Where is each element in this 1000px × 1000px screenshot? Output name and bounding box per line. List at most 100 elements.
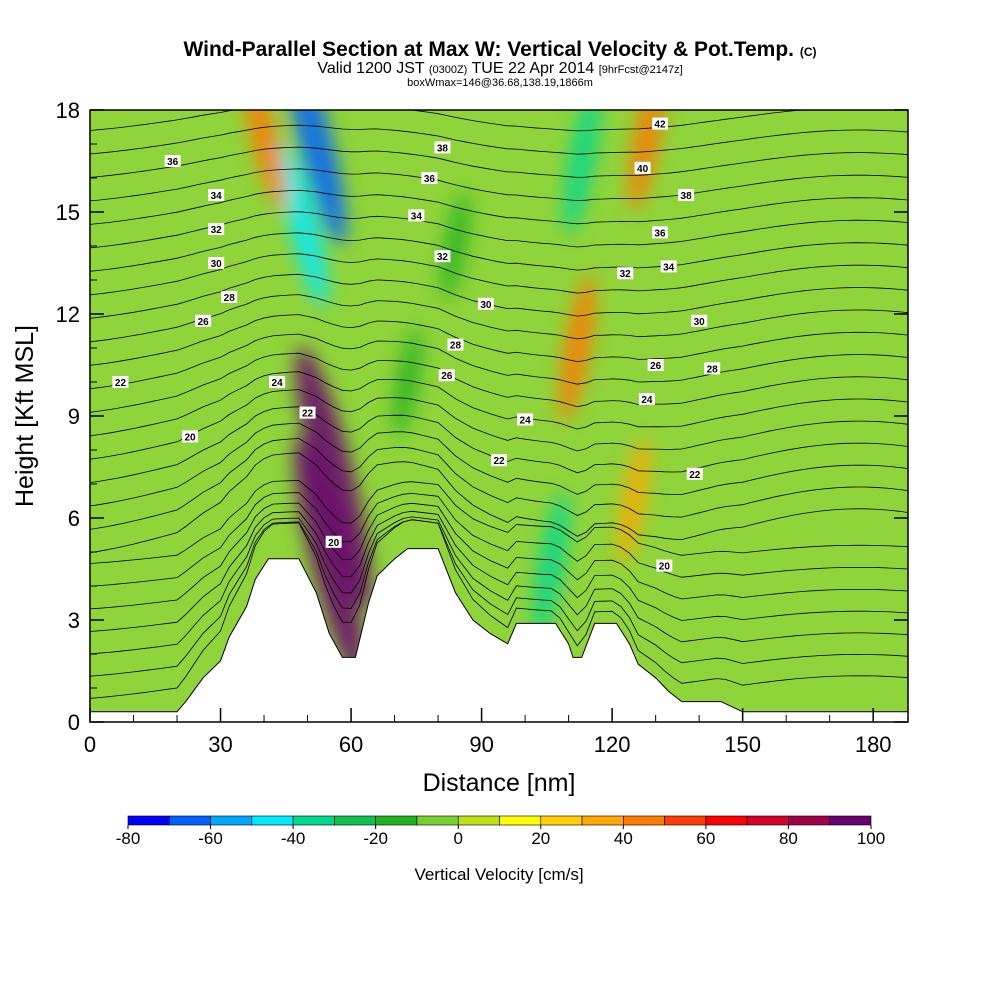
title-mark: (C) bbox=[799, 45, 817, 59]
w-feature-11 bbox=[441, 192, 470, 300]
x-axis: 0 30 60 90 120 150 180 bbox=[84, 708, 892, 757]
x-axis-label: Distance [nm] bbox=[423, 769, 576, 797]
theta-contour-24 bbox=[90, 124, 908, 155]
contour-label-text: 36 bbox=[167, 157, 179, 168]
theta-contour-7 bbox=[90, 452, 908, 554]
potential-temperature-contours bbox=[90, 110, 908, 699]
w-feature-6 bbox=[559, 275, 596, 421]
contour-label-8: 22 bbox=[299, 406, 316, 420]
contour-label-bg bbox=[421, 172, 438, 184]
contour-label-text: 34 bbox=[411, 211, 423, 222]
colorbar-swatch bbox=[168, 815, 211, 826]
y-tick-label: 15 bbox=[56, 200, 80, 225]
contour-labels: 36 34 32 30 28 26 22 24 22 20 20 38 36 34 32 30 28 26 24 22… bbox=[112, 117, 721, 573]
contour-label-text: 26 bbox=[198, 317, 210, 328]
x-tick-label: 120 bbox=[594, 732, 631, 757]
colorbar: -80 -60 -40 -20 0 20 40 60 80 100 bbox=[116, 815, 885, 848]
contour-label-14: 32 bbox=[434, 250, 451, 263]
colorbar-swatch bbox=[416, 815, 459, 826]
y-axis-label: Height [Kft MSL] bbox=[11, 325, 39, 507]
terrain-mask bbox=[90, 548, 908, 722]
contour-label-text: 38 bbox=[437, 143, 449, 154]
colorbar-swatch bbox=[540, 815, 583, 826]
colorbar-tick-label: 80 bbox=[779, 829, 798, 848]
contour-label-text: 42 bbox=[654, 120, 666, 131]
contour-label-text: 28 bbox=[224, 293, 236, 304]
contour-label-18: 24 bbox=[517, 413, 534, 426]
w-feature-4 bbox=[533, 492, 570, 639]
contour-label-9: 20 bbox=[182, 430, 199, 443]
theta-contour-21 bbox=[90, 189, 908, 225]
colorbar-swatch bbox=[581, 815, 624, 826]
contour-label-text: 36 bbox=[654, 228, 666, 239]
theta-contour-14 bbox=[90, 333, 908, 390]
contour-label-6: 22 bbox=[112, 376, 129, 389]
contour-label-text: 30 bbox=[480, 300, 492, 311]
theta-contour-3 bbox=[90, 510, 908, 632]
contour-label-0: 36 bbox=[164, 155, 181, 168]
theta-contour-12 bbox=[90, 371, 908, 437]
x-tick-label: 180 bbox=[855, 732, 892, 757]
contour-label-28: 26 bbox=[647, 359, 664, 372]
contour-label-bg bbox=[617, 267, 634, 280]
contour-label-5: 26 bbox=[195, 314, 212, 328]
theta-contour-4 bbox=[90, 502, 908, 610]
theta-contour-5 bbox=[90, 492, 908, 587]
colorbar-swatch bbox=[334, 815, 376, 826]
contour-label-bg bbox=[269, 376, 286, 388]
contour-label-23: 36 bbox=[651, 226, 668, 239]
contour-label-bg bbox=[299, 406, 316, 419]
contour-label-bg bbox=[651, 117, 668, 130]
contour-label-1: 34 bbox=[208, 189, 225, 202]
colorbar-swatch bbox=[664, 815, 707, 826]
contour-label-7: 24 bbox=[269, 376, 286, 389]
contour-label-text: 22 bbox=[115, 378, 127, 389]
valid-prefix: Valid 1200 JST bbox=[317, 60, 425, 77]
contour-label-text: 30 bbox=[694, 317, 706, 328]
contour-label-bg bbox=[325, 535, 342, 548]
plot-area: 36 34 32 30 28 26 22 24 22 20 20 38 36 34 32 30 28 26 24 22… bbox=[90, 110, 908, 722]
contour-label-bg bbox=[434, 250, 451, 263]
w-feature-10 bbox=[393, 328, 422, 436]
box-info: boxWmax=146@36.68,138.19,1866m bbox=[407, 77, 593, 89]
x-tick-label: 60 bbox=[339, 732, 363, 757]
contour-label-29: 24 bbox=[638, 393, 655, 406]
contour-label-bg bbox=[164, 155, 181, 167]
contour-label-text: 28 bbox=[450, 341, 462, 352]
contour-label-bg bbox=[517, 413, 534, 426]
theta-contour-6 bbox=[90, 480, 908, 564]
colorbar-swatch bbox=[251, 815, 294, 826]
contour-label-bg bbox=[208, 189, 225, 201]
theta-contour-23 bbox=[90, 146, 908, 178]
contour-label-bg bbox=[438, 369, 455, 382]
colorbar-swatch bbox=[788, 815, 831, 826]
contour-label-30: 22 bbox=[686, 467, 703, 481]
y-tick-label: 12 bbox=[56, 302, 80, 327]
contour-label-text: 24 bbox=[520, 415, 532, 426]
contour-label-26: 30 bbox=[691, 314, 708, 328]
contour-label-19: 22 bbox=[491, 454, 507, 467]
contour-label-4: 28 bbox=[221, 291, 238, 304]
x-tick-label: 150 bbox=[724, 732, 761, 757]
y-tick-label: 6 bbox=[68, 506, 80, 531]
colorbar-swatch bbox=[746, 815, 789, 826]
contour-label-bg bbox=[112, 376, 129, 388]
contour-label-text: 34 bbox=[211, 191, 223, 202]
contour-label-10: 20 bbox=[325, 535, 342, 549]
contour-label-bg bbox=[408, 209, 425, 222]
y-tick-label: 9 bbox=[68, 404, 80, 429]
contour-label-11: 38 bbox=[434, 141, 451, 154]
contour-label-13: 34 bbox=[408, 209, 425, 222]
contour-label-bg bbox=[182, 430, 199, 443]
contour-label-text: 30 bbox=[211, 259, 223, 270]
contour-label-bg bbox=[195, 314, 212, 327]
y-tick-label: 18 bbox=[56, 98, 80, 123]
valid-date: TUE 22 Apr 2014 bbox=[471, 60, 595, 77]
y-tick-label: 0 bbox=[68, 710, 80, 735]
theta-contour-19 bbox=[90, 232, 908, 272]
theta-contour-22 bbox=[90, 168, 908, 202]
contour-label-bg bbox=[434, 141, 451, 154]
contour-label-20: 42 bbox=[651, 117, 668, 131]
contour-label-bg bbox=[660, 260, 677, 273]
